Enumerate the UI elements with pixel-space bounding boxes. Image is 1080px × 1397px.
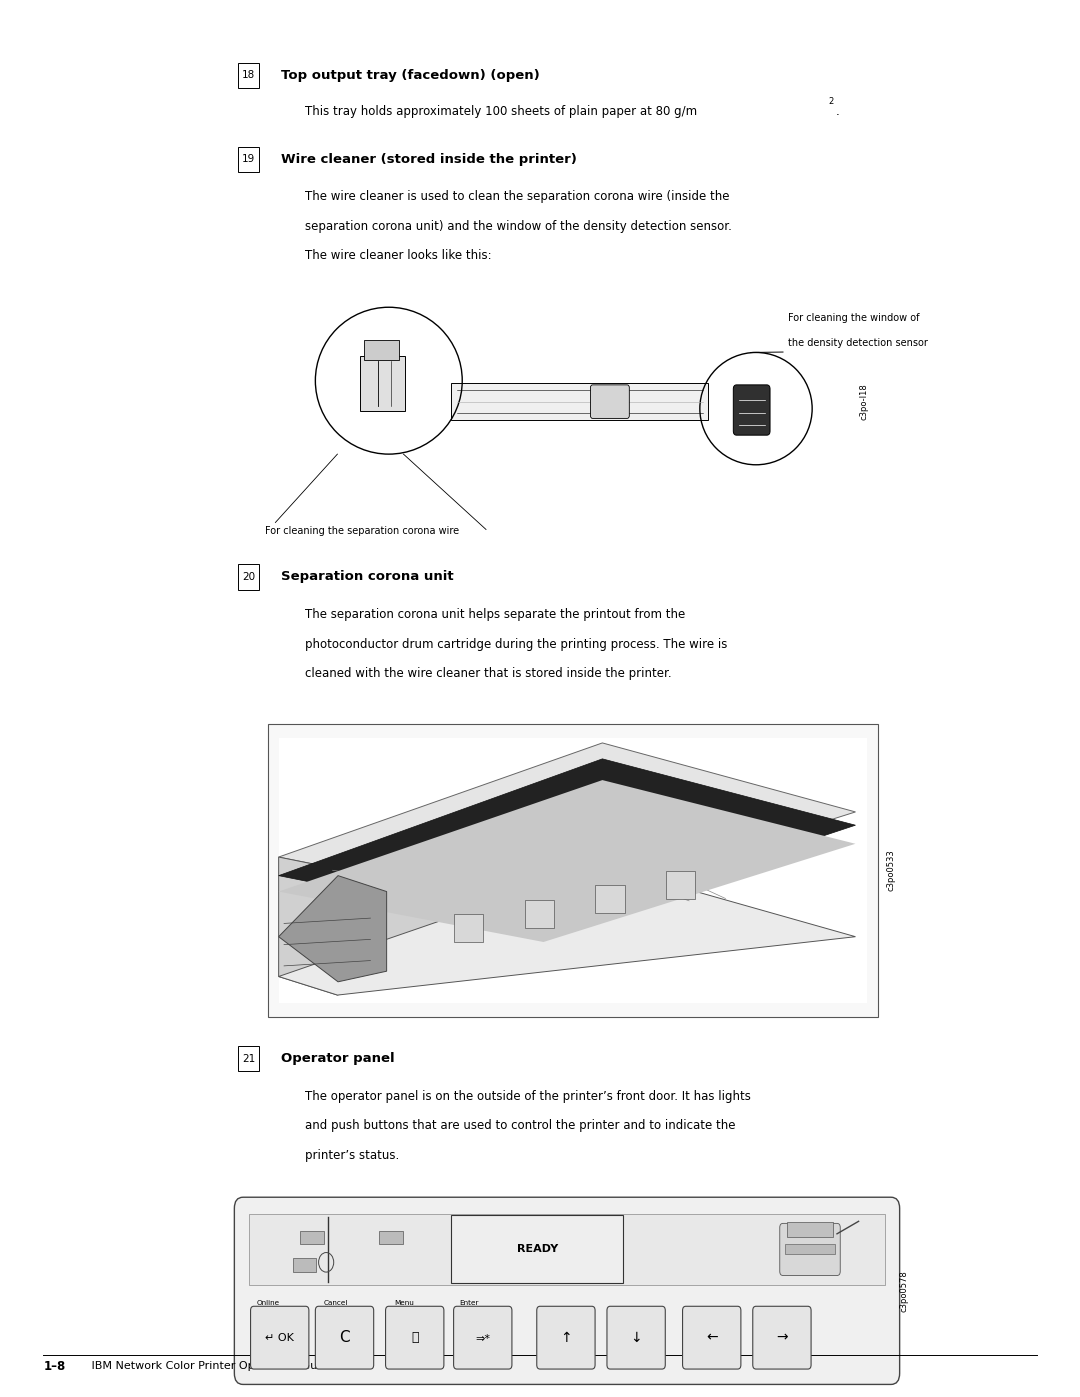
- Text: Separation corona unit: Separation corona unit: [281, 570, 454, 584]
- FancyBboxPatch shape: [268, 724, 878, 1017]
- FancyBboxPatch shape: [454, 1306, 512, 1369]
- FancyBboxPatch shape: [293, 1259, 316, 1273]
- FancyBboxPatch shape: [300, 1231, 324, 1245]
- FancyBboxPatch shape: [315, 1306, 374, 1369]
- FancyBboxPatch shape: [379, 1231, 403, 1245]
- Polygon shape: [279, 876, 387, 982]
- Text: separation corona unit) and the window of the density detection sensor.: separation corona unit) and the window o…: [305, 219, 731, 233]
- FancyBboxPatch shape: [364, 341, 399, 360]
- FancyBboxPatch shape: [451, 384, 708, 420]
- FancyBboxPatch shape: [595, 886, 624, 914]
- Text: 2: 2: [828, 98, 834, 106]
- Text: ↓: ↓: [631, 1331, 642, 1345]
- Text: 21: 21: [242, 1053, 255, 1065]
- Text: and push buttons that are used to control the printer and to indicate the: and push buttons that are used to contro…: [305, 1119, 735, 1133]
- Text: 1–8: 1–8: [43, 1359, 66, 1373]
- Text: ⇒*: ⇒*: [475, 1333, 490, 1343]
- Text: Online: Online: [257, 1301, 280, 1306]
- FancyBboxPatch shape: [780, 1224, 840, 1275]
- Text: Attention: Attention: [337, 1235, 369, 1241]
- FancyBboxPatch shape: [251, 1306, 309, 1369]
- Text: For cleaning the separation corona wire: For cleaning the separation corona wire: [265, 527, 459, 536]
- Text: Enter: Enter: [459, 1301, 478, 1306]
- Polygon shape: [279, 759, 855, 929]
- Text: ℓ: ℓ: [405, 1234, 408, 1242]
- FancyBboxPatch shape: [279, 738, 867, 1003]
- FancyBboxPatch shape: [238, 1046, 259, 1071]
- Text: Wire cleaner (stored inside the printer): Wire cleaner (stored inside the printer): [281, 152, 577, 166]
- FancyBboxPatch shape: [591, 386, 630, 419]
- Text: Power: Power: [267, 1235, 287, 1241]
- Text: The wire cleaner looks like this:: The wire cleaner looks like this:: [305, 249, 491, 263]
- Polygon shape: [279, 858, 543, 995]
- Polygon shape: [279, 780, 855, 942]
- Text: 20: 20: [242, 571, 255, 583]
- Text: 18: 18: [242, 70, 255, 81]
- FancyBboxPatch shape: [234, 1197, 900, 1384]
- Polygon shape: [279, 865, 855, 995]
- Text: →: →: [777, 1331, 787, 1345]
- Text: c3po-I18: c3po-I18: [860, 383, 868, 420]
- FancyBboxPatch shape: [386, 1306, 444, 1369]
- Text: Busy: Busy: [267, 1263, 284, 1270]
- Text: photoconductor drum cartridge during the printing process. The wire is: photoconductor drum cartridge during the…: [305, 637, 727, 651]
- Text: ↵ OK: ↵ OK: [266, 1333, 294, 1343]
- FancyBboxPatch shape: [238, 63, 259, 88]
- FancyBboxPatch shape: [785, 1243, 835, 1255]
- Polygon shape: [279, 743, 855, 911]
- Text: READY: READY: [516, 1245, 558, 1255]
- FancyBboxPatch shape: [249, 1214, 885, 1285]
- Text: Top output tray (facedown) (open): Top output tray (facedown) (open): [281, 68, 540, 82]
- Text: ⎙: ⎙: [411, 1331, 418, 1344]
- Text: For cleaning the window of: For cleaning the window of: [788, 313, 920, 323]
- Text: Operator panel: Operator panel: [281, 1052, 394, 1066]
- Text: This tray holds approximately 100 sheets of plain paper at 80 g/m: This tray holds approximately 100 sheets…: [305, 105, 697, 119]
- Text: cleaned with the wire cleaner that is stored inside the printer.: cleaned with the wire cleaner that is st…: [305, 666, 671, 680]
- Text: The separation corona unit helps separate the printout from the: The separation corona unit helps separat…: [305, 608, 685, 622]
- FancyBboxPatch shape: [454, 914, 484, 942]
- FancyBboxPatch shape: [733, 386, 770, 436]
- FancyBboxPatch shape: [451, 1215, 623, 1284]
- Text: c3po0578: c3po0578: [900, 1270, 908, 1312]
- Text: the density detection sensor: the density detection sensor: [788, 338, 929, 348]
- Text: Cancel: Cancel: [324, 1301, 349, 1306]
- FancyBboxPatch shape: [238, 147, 259, 172]
- FancyBboxPatch shape: [666, 872, 696, 900]
- Text: printer’s status.: printer’s status.: [305, 1148, 399, 1162]
- FancyBboxPatch shape: [537, 1306, 595, 1369]
- FancyBboxPatch shape: [525, 900, 554, 928]
- Text: ↑: ↑: [561, 1331, 571, 1345]
- FancyBboxPatch shape: [360, 356, 405, 412]
- Text: .: .: [836, 105, 839, 119]
- FancyBboxPatch shape: [683, 1306, 741, 1369]
- Text: ←: ←: [706, 1331, 717, 1345]
- Text: C: C: [339, 1330, 350, 1345]
- Text: IBM Network Color Printer Operator’s Guide: IBM Network Color Printer Operator’s Gui…: [81, 1361, 335, 1372]
- FancyBboxPatch shape: [753, 1306, 811, 1369]
- FancyBboxPatch shape: [787, 1222, 833, 1238]
- Text: 19: 19: [242, 154, 255, 165]
- Text: Menu: Menu: [394, 1301, 414, 1306]
- Text: The wire cleaner is used to clean the separation corona wire (inside the: The wire cleaner is used to clean the se…: [305, 190, 729, 204]
- FancyBboxPatch shape: [607, 1306, 665, 1369]
- Text: c3po0533: c3po0533: [887, 849, 895, 891]
- Text: The operator panel is on the outside of the printer’s front door. It has lights: The operator panel is on the outside of …: [305, 1090, 751, 1104]
- FancyBboxPatch shape: [238, 564, 259, 590]
